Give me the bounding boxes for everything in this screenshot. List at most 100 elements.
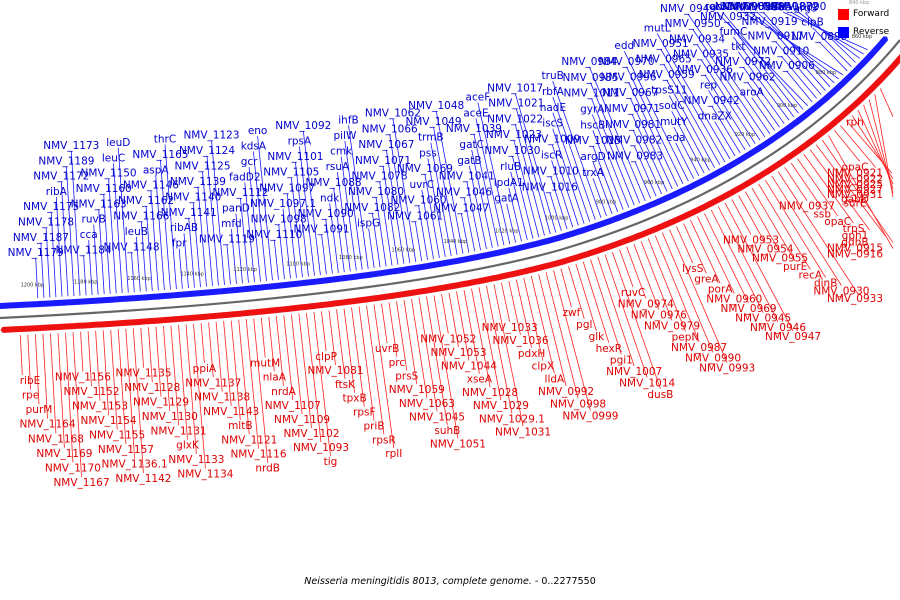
forward-gene-label: NMV_1031 — [495, 426, 551, 438]
reverse-strand-genes — [0, 36, 889, 309]
reverse-gene-arrow — [879, 36, 889, 45]
forward-gene-label: ssb — [813, 208, 831, 220]
rev-label-line — [424, 174, 440, 258]
fwd-label-line — [328, 310, 336, 365]
forward-gene-arrow — [546, 261, 555, 269]
fwd-label-line — [57, 332, 65, 448]
fwd-label-line — [411, 298, 428, 398]
reverse-gene-label: NMV_1105 — [263, 167, 319, 179]
forward-gene-label: prsS — [395, 371, 418, 383]
forward-gene-label: NMV_1136.1 — [102, 459, 168, 471]
reverse-gene-label: ackA1 — [767, 1, 799, 13]
rev-label-line — [93, 224, 99, 295]
reverse-gene-label: kdsA — [241, 141, 267, 153]
forward-gene-arrow — [492, 273, 502, 281]
reverse-gene-label: NMV_0910 — [753, 45, 809, 57]
fwd-label-line — [117, 329, 127, 445]
rev-label-line — [592, 130, 624, 210]
reverse-gene-label: NMV_1078 — [352, 170, 408, 182]
rev-label-line — [192, 202, 201, 288]
rev-label-line — [325, 218, 333, 274]
rev-label-line — [751, 97, 776, 131]
forward-gene-label: priB — [363, 421, 384, 433]
forward-gene-arrow — [84, 321, 93, 329]
forward-gene-arrow — [307, 302, 316, 310]
forward-gene-label: nlaA — [263, 372, 287, 384]
fwd-label-line — [343, 308, 355, 393]
reverse-gene-label: pss — [419, 147, 437, 159]
reverse-gene-label: NMV_1088 — [306, 177, 362, 189]
reverse-gene-label: NMV_1166 — [113, 211, 169, 223]
forward-gene-label: dusB — [647, 389, 673, 401]
forward-gene-label: NMV_1135 — [116, 368, 172, 380]
position-tick-label: 1060 kbp — [392, 248, 416, 254]
forward-gene-label: NMV_1051 — [430, 438, 486, 450]
forward-gene-label: NMV_0927 — [827, 184, 883, 196]
rev-label-line — [552, 112, 591, 222]
fwd-label-line — [245, 319, 259, 449]
rev-label-line — [226, 244, 231, 285]
reverse-gene-label: NMV_1060 — [391, 195, 447, 207]
rev-label-line — [414, 221, 423, 261]
rev-label-line — [60, 181, 69, 297]
reverse-gene-label: leuB — [125, 226, 148, 238]
rev-label-line — [742, 66, 785, 124]
rev-label-line — [550, 176, 568, 230]
rev-label-line — [629, 98, 673, 190]
forward-gene-label: ribE — [20, 375, 41, 387]
reverse-gene-label: aceF — [466, 92, 491, 104]
forward-gene-label: gdhB — [841, 236, 868, 248]
rev-label-line — [666, 79, 715, 168]
fwd-label-line — [87, 331, 92, 387]
fwd-label-line — [879, 88, 894, 117]
forward-gene-arrow — [169, 316, 178, 323]
rev-label-line — [696, 44, 761, 141]
forward-gene-arrow — [36, 324, 45, 332]
rev-label-line — [108, 178, 117, 294]
rev-label-line — [711, 105, 741, 154]
forward-gene-label: NMV_0922 — [827, 173, 883, 185]
forward-gene-arrow — [235, 310, 244, 317]
reverse-gene-label: NMV_0981 — [605, 119, 661, 131]
rev-label-line — [673, 126, 700, 177]
forward-gene-label: NMV_0921 — [827, 168, 883, 180]
forward-gene-arrow — [439, 284, 448, 292]
rev-label-line — [290, 177, 303, 278]
reverse-gene-label: NMV_1189 — [38, 155, 94, 167]
reverse-gene-label: mutL — [644, 23, 671, 35]
rev-label-line — [733, 36, 795, 117]
forward-gene-arrow — [144, 317, 154, 325]
rev-label-line — [590, 82, 641, 204]
reverse-gene-label: cca — [80, 229, 98, 241]
reverse-gene-label: NMV_1091 — [294, 224, 350, 236]
reverse-gene-label: NMV_1017 — [487, 82, 543, 94]
fwd-label-line — [42, 333, 48, 419]
reverse-gene-label: NMV_1048 — [408, 100, 464, 112]
fwd-label-line — [690, 219, 721, 284]
reverse-gene-label: trxA — [582, 167, 604, 179]
forward-gene-arrow — [24, 325, 33, 332]
rev-label-line — [117, 147, 129, 293]
reverse-gene-label: NMV_0934 — [669, 33, 725, 45]
forward-gene-arrow — [480, 276, 490, 284]
rev-label-line — [344, 140, 363, 270]
rev-label-line — [508, 187, 522, 242]
reverse-gene-arrow — [735, 156, 744, 165]
forward-gene-label: clpX — [532, 361, 555, 373]
reverse-gene-label: NMV_0899 — [791, 31, 847, 43]
reverse-gene-label: NMV_1041 — [439, 171, 495, 183]
reverse-gene-label: NMV_0951 — [633, 38, 689, 50]
reverse-gene-label: pilW — [333, 130, 356, 142]
caption-range: - 0..2277550 — [531, 576, 596, 587]
reverse-gene-label: aspA — [143, 164, 170, 176]
forward-gene-label: glk — [589, 331, 606, 343]
reverse-gene-arrow — [760, 140, 769, 150]
forward-gene-label: NMV_1052 — [420, 334, 476, 346]
forward-gene-label: NMV_0992 — [538, 386, 594, 398]
forward-gene-arrow — [283, 305, 292, 313]
forward-gene-arrow — [349, 297, 358, 305]
fwd-label-line — [508, 281, 521, 335]
caption-organism: Neisseria meningitidis 8013, complete ge… — [304, 576, 532, 587]
rev-label-line — [337, 172, 351, 272]
